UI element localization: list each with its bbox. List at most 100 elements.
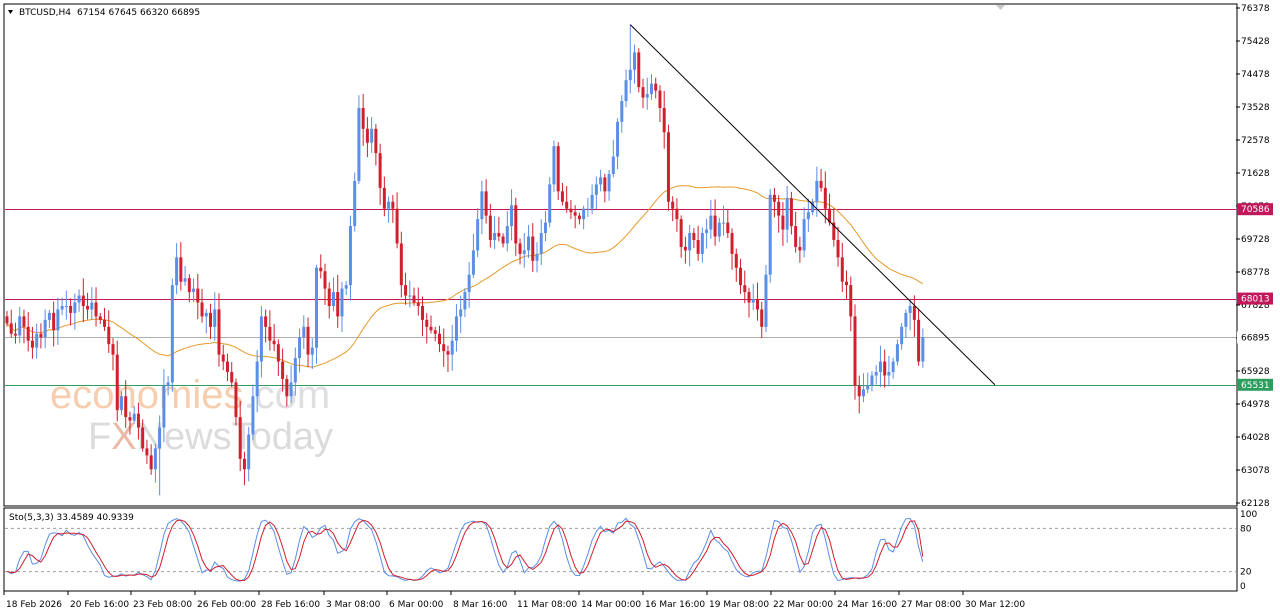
candle[interactable] <box>115 340 119 422</box>
candle[interactable] <box>39 323 43 349</box>
candle[interactable] <box>442 328 446 367</box>
candle[interactable] <box>22 309 26 344</box>
candle[interactable] <box>306 317 310 368</box>
candle[interactable] <box>128 411 132 435</box>
candle[interactable] <box>340 281 344 332</box>
candle[interactable] <box>760 302 764 339</box>
candle[interactable] <box>399 231 403 298</box>
candle[interactable] <box>921 328 925 368</box>
candle[interactable] <box>416 287 420 316</box>
candle[interactable] <box>77 289 81 312</box>
candle[interactable] <box>811 198 815 216</box>
candle[interactable] <box>577 212 581 225</box>
candle[interactable] <box>671 196 675 222</box>
candle[interactable] <box>887 355 891 387</box>
candle[interactable] <box>781 202 785 246</box>
candle[interactable] <box>81 278 85 323</box>
candle[interactable] <box>192 278 196 302</box>
candle[interactable] <box>230 362 234 388</box>
candle[interactable] <box>35 323 39 359</box>
candle[interactable] <box>331 277 335 312</box>
candle[interactable] <box>789 191 793 235</box>
candle[interactable] <box>170 278 174 392</box>
candle[interactable] <box>374 124 378 166</box>
candle[interactable] <box>675 198 679 232</box>
candle[interactable] <box>217 293 221 367</box>
candle[interactable] <box>213 292 217 341</box>
candle[interactable] <box>739 258 743 294</box>
candle[interactable] <box>709 199 713 239</box>
candle[interactable] <box>204 308 208 334</box>
candle[interactable] <box>136 402 140 440</box>
candle[interactable] <box>798 236 802 263</box>
candle[interactable] <box>412 287 416 306</box>
candle[interactable] <box>900 323 904 350</box>
candle[interactable] <box>395 192 399 249</box>
candle[interactable] <box>463 288 467 318</box>
candle[interactable] <box>849 276 853 332</box>
candle[interactable] <box>285 374 289 407</box>
candle[interactable] <box>548 177 552 228</box>
candle[interactable] <box>556 142 560 200</box>
candle[interactable] <box>777 195 781 233</box>
candle[interactable] <box>705 218 709 249</box>
candle[interactable] <box>158 415 162 496</box>
candle[interactable] <box>836 226 840 267</box>
candle[interactable] <box>857 375 861 414</box>
candle[interactable] <box>794 211 798 253</box>
candle[interactable] <box>175 243 179 295</box>
candle[interactable] <box>18 306 22 344</box>
candle[interactable] <box>874 365 878 385</box>
stochastic-panel[interactable] <box>3 507 1238 592</box>
candle[interactable] <box>476 207 480 258</box>
candle[interactable] <box>726 209 730 239</box>
candle[interactable] <box>870 371 874 392</box>
candle[interactable] <box>853 304 857 400</box>
trend-layer[interactable] <box>629 24 996 386</box>
candle[interactable] <box>539 219 543 266</box>
candle[interactable] <box>683 236 687 264</box>
candle[interactable] <box>569 199 573 219</box>
candle[interactable] <box>323 263 327 305</box>
candle[interactable] <box>166 375 170 396</box>
candle[interactable] <box>611 139 615 178</box>
candle[interactable] <box>493 216 497 249</box>
candle[interactable] <box>353 172 357 232</box>
candle[interactable] <box>501 233 505 248</box>
candle[interactable] <box>310 338 314 369</box>
candle[interactable] <box>654 77 658 99</box>
stochastic-d-line[interactable] <box>6 519 924 582</box>
candle[interactable] <box>467 262 471 308</box>
candle[interactable] <box>404 272 408 305</box>
candle[interactable] <box>573 205 577 229</box>
candle[interactable] <box>327 282 331 319</box>
candle[interactable] <box>225 353 229 382</box>
candle[interactable] <box>565 185 569 213</box>
candle[interactable] <box>94 287 98 327</box>
candle[interactable] <box>484 179 488 224</box>
candle[interactable] <box>531 223 535 272</box>
candle[interactable] <box>603 173 607 203</box>
candle[interactable] <box>522 233 526 268</box>
price-panel[interactable] <box>3 3 1238 507</box>
candle[interactable] <box>52 301 56 347</box>
candle[interactable] <box>878 345 882 387</box>
candle[interactable] <box>69 298 73 326</box>
candle[interactable] <box>43 309 47 349</box>
candle[interactable] <box>891 357 895 379</box>
candle[interactable] <box>103 307 107 331</box>
candle[interactable] <box>912 295 916 337</box>
candle[interactable] <box>480 180 484 235</box>
candle[interactable] <box>141 419 145 452</box>
candle[interactable] <box>772 187 776 218</box>
candle[interactable] <box>823 171 827 224</box>
candle[interactable] <box>391 195 395 223</box>
candle[interactable] <box>713 199 717 246</box>
candle[interactable] <box>488 203 492 248</box>
collapse-chevron-icon[interactable] <box>996 5 1005 10</box>
candle[interactable] <box>315 264 319 364</box>
candle[interactable] <box>590 184 594 215</box>
candle[interactable] <box>755 282 759 321</box>
candle[interactable] <box>883 349 887 388</box>
candle[interactable] <box>187 274 191 303</box>
